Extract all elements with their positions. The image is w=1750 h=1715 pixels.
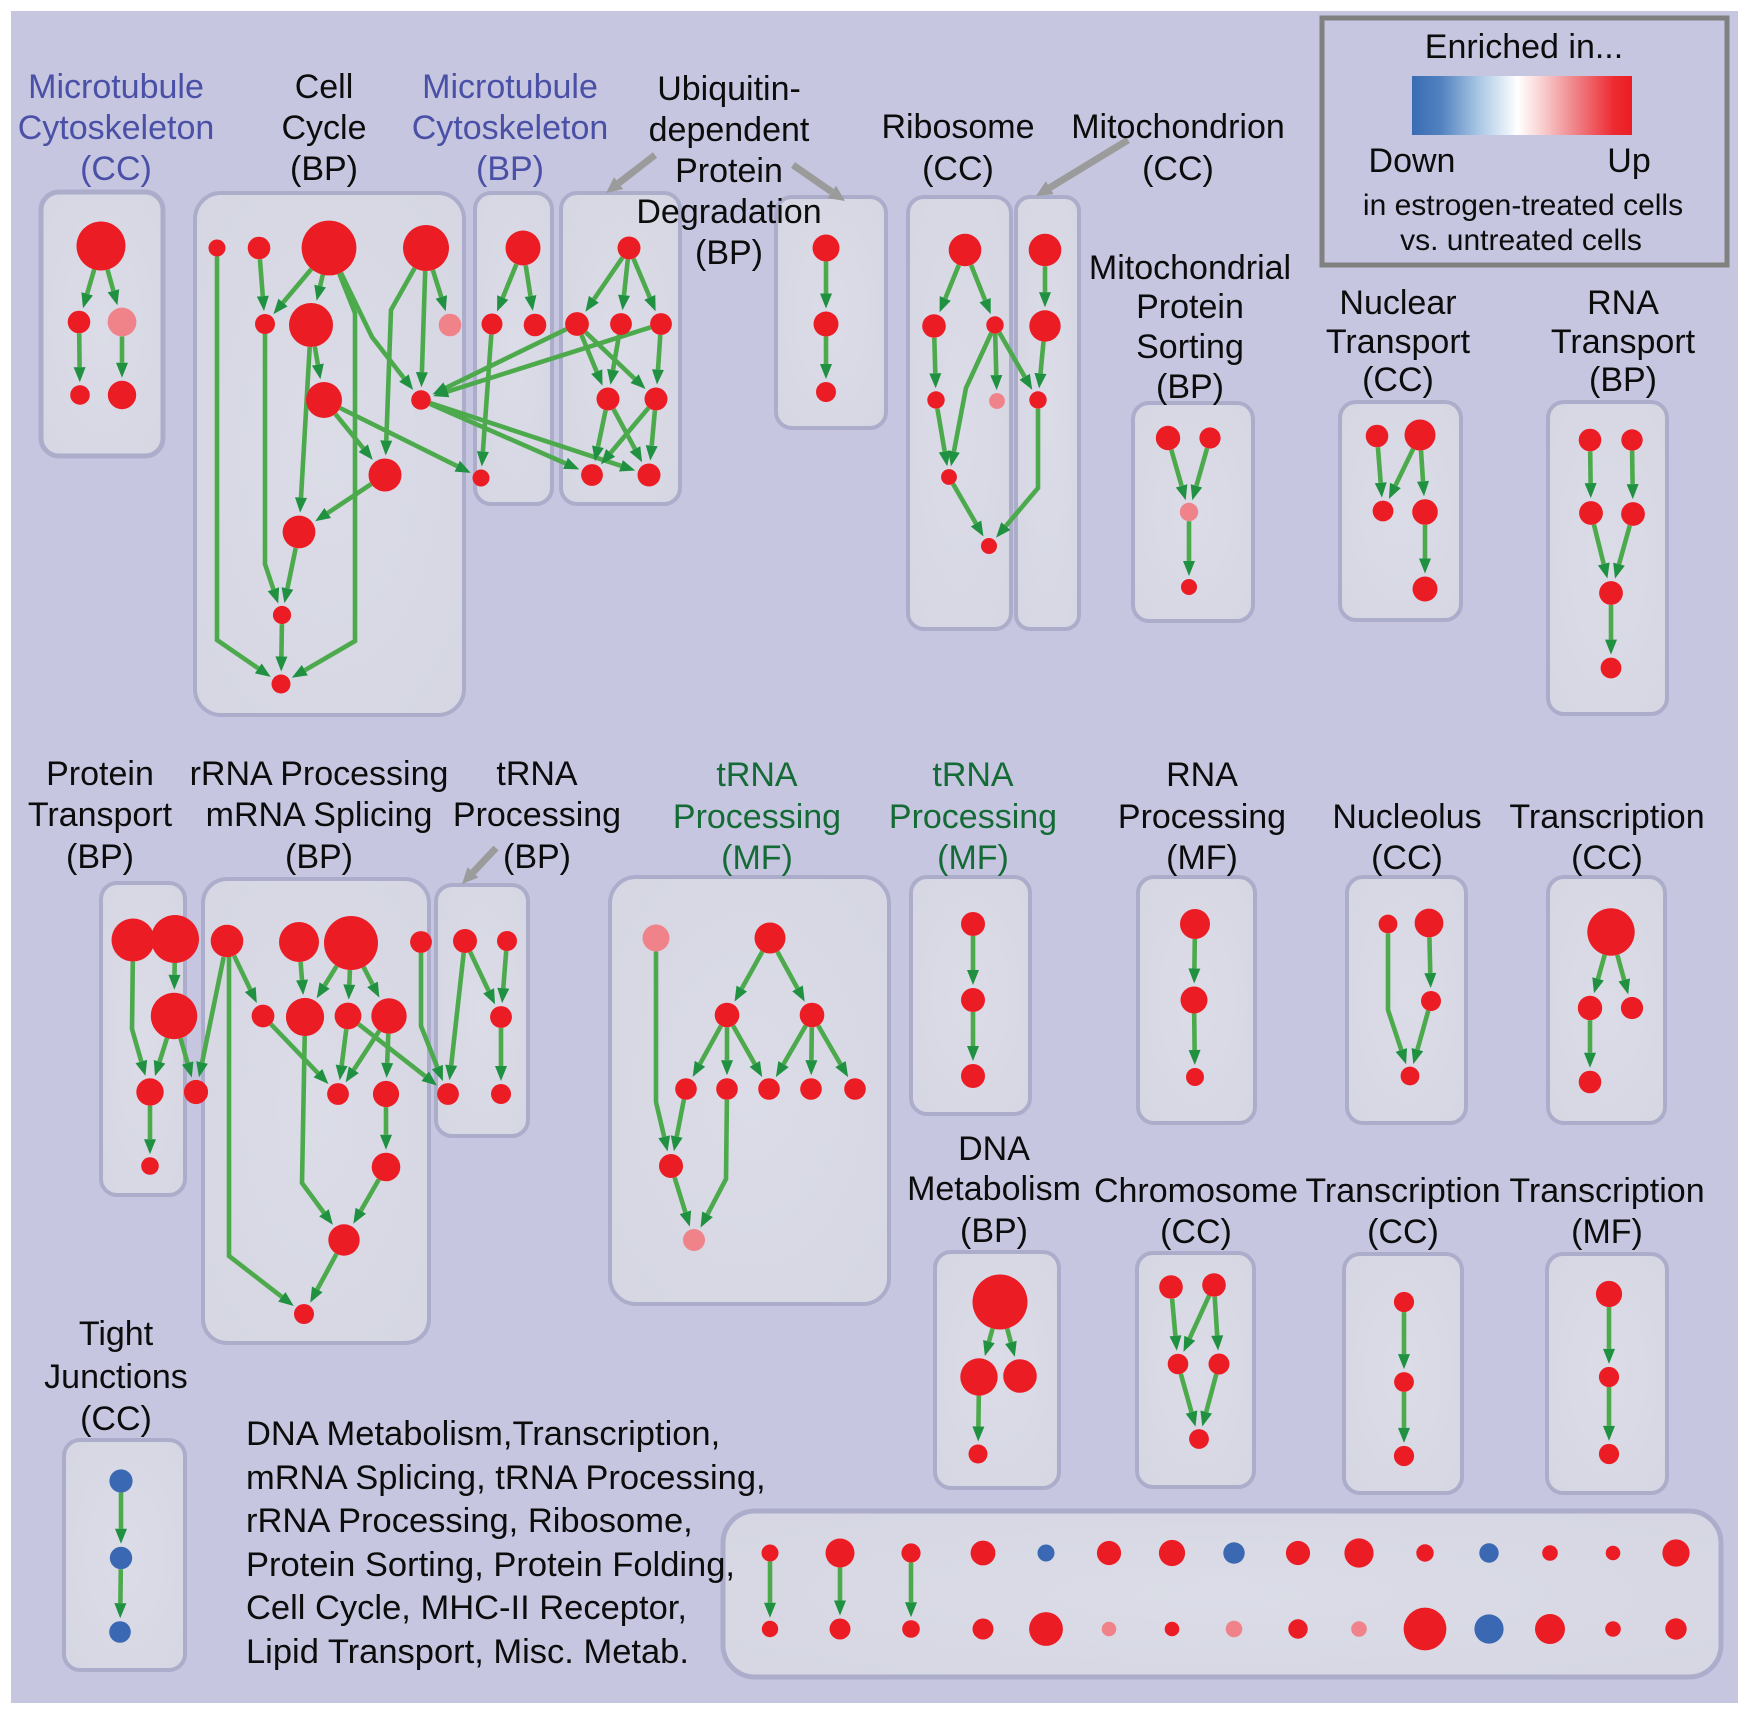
svg-text:(BP): (BP) bbox=[503, 838, 571, 876]
svg-text:Cytoskeleton: Cytoskeleton bbox=[18, 109, 215, 147]
svg-text:Cycle: Cycle bbox=[281, 109, 366, 147]
svg-text:(BP): (BP) bbox=[476, 150, 544, 188]
svg-text:(CC): (CC) bbox=[80, 150, 152, 188]
svg-text:DNA: DNA bbox=[958, 1130, 1030, 1168]
svg-text:Protein Sorting, Protein Foldi: Protein Sorting, Protein Folding, bbox=[246, 1546, 735, 1584]
svg-text:(CC): (CC) bbox=[1160, 1213, 1232, 1251]
svg-text:Microtubule: Microtubule bbox=[422, 68, 598, 106]
svg-text:(BP): (BP) bbox=[290, 150, 358, 188]
svg-text:vs. untreated cells: vs. untreated cells bbox=[1400, 224, 1642, 257]
svg-text:(CC): (CC) bbox=[80, 1400, 152, 1438]
svg-text:Protein: Protein bbox=[675, 152, 783, 190]
svg-text:Sorting: Sorting bbox=[1136, 328, 1244, 366]
svg-text:Protein: Protein bbox=[46, 755, 154, 793]
svg-text:(CC): (CC) bbox=[1142, 150, 1214, 188]
svg-text:Mitochondrion: Mitochondrion bbox=[1071, 108, 1285, 146]
svg-text:Metabolism: Metabolism bbox=[907, 1170, 1081, 1208]
svg-text:(MF): (MF) bbox=[1166, 839, 1238, 877]
svg-text:dependent: dependent bbox=[649, 111, 810, 149]
svg-text:rRNA Processing, Ribosome,: rRNA Processing, Ribosome, bbox=[246, 1502, 693, 1540]
svg-text:(CC): (CC) bbox=[1367, 1213, 1439, 1251]
svg-text:Transport: Transport bbox=[28, 796, 173, 834]
svg-text:(CC): (CC) bbox=[1371, 839, 1443, 877]
svg-text:Processing: Processing bbox=[889, 798, 1057, 836]
svg-text:Transport: Transport bbox=[1551, 323, 1696, 361]
svg-text:(CC): (CC) bbox=[1571, 839, 1643, 877]
svg-text:Chromosome: Chromosome bbox=[1094, 1172, 1298, 1210]
svg-text:Protein: Protein bbox=[1136, 288, 1244, 326]
svg-text:(MF): (MF) bbox=[1571, 1213, 1643, 1251]
svg-text:Processing: Processing bbox=[453, 796, 621, 834]
svg-text:Transcription: Transcription bbox=[1509, 1172, 1704, 1210]
svg-text:Mitochondrial: Mitochondrial bbox=[1089, 249, 1291, 287]
svg-text:Processing: Processing bbox=[1118, 798, 1286, 836]
svg-text:mRNA Splicing, tRNA Processing: mRNA Splicing, tRNA Processing, bbox=[246, 1459, 766, 1497]
svg-text:in estrogen-treated cells: in estrogen-treated cells bbox=[1363, 189, 1683, 222]
svg-text:RNA: RNA bbox=[1587, 284, 1659, 322]
svg-text:Down: Down bbox=[1369, 142, 1456, 180]
svg-text:(BP): (BP) bbox=[1156, 368, 1224, 406]
svg-text:(BP): (BP) bbox=[1589, 361, 1657, 399]
svg-text:Up: Up bbox=[1607, 142, 1650, 180]
svg-text:(BP): (BP) bbox=[66, 838, 134, 876]
svg-text:Transcription: Transcription bbox=[1305, 1172, 1500, 1210]
svg-text:(BP): (BP) bbox=[285, 838, 353, 876]
svg-text:tRNA: tRNA bbox=[716, 756, 798, 794]
svg-text:Ribosome: Ribosome bbox=[881, 108, 1034, 146]
svg-text:tRNA: tRNA bbox=[496, 755, 578, 793]
svg-text:Junctions: Junctions bbox=[44, 1358, 188, 1396]
svg-text:Nuclear: Nuclear bbox=[1339, 284, 1456, 322]
svg-text:Enriched in...: Enriched in... bbox=[1425, 28, 1623, 66]
svg-text:Lipid Transport, Misc. Metab.: Lipid Transport, Misc. Metab. bbox=[246, 1633, 689, 1671]
svg-text:mRNA Splicing: mRNA Splicing bbox=[206, 796, 433, 834]
svg-text:(CC): (CC) bbox=[1362, 361, 1434, 399]
svg-text:Nucleolus: Nucleolus bbox=[1332, 798, 1481, 836]
svg-text:tRNA: tRNA bbox=[932, 756, 1014, 794]
svg-text:(BP): (BP) bbox=[960, 1212, 1028, 1250]
svg-text:rRNA Processing: rRNA Processing bbox=[190, 755, 449, 793]
svg-text:Degradation: Degradation bbox=[636, 193, 821, 231]
svg-text:Cell Cycle, MHC-II Receptor,: Cell Cycle, MHC-II Receptor, bbox=[246, 1589, 687, 1627]
svg-text:(MF): (MF) bbox=[937, 839, 1009, 877]
svg-text:Microtubule: Microtubule bbox=[28, 68, 204, 106]
svg-text:Tight: Tight bbox=[79, 1315, 154, 1353]
svg-text:Ubiquitin-: Ubiquitin- bbox=[657, 70, 801, 108]
svg-text:Transport: Transport bbox=[1326, 323, 1471, 361]
svg-text:(BP): (BP) bbox=[695, 234, 763, 272]
svg-text:RNA: RNA bbox=[1166, 756, 1238, 794]
svg-text:Processing: Processing bbox=[673, 798, 841, 836]
svg-text:Transcription: Transcription bbox=[1509, 798, 1704, 836]
svg-text:(CC): (CC) bbox=[922, 150, 994, 188]
svg-text:Cytoskeleton: Cytoskeleton bbox=[412, 109, 609, 147]
svg-text:Cell: Cell bbox=[295, 68, 354, 106]
svg-text:DNA Metabolism,Transcription,: DNA Metabolism,Transcription, bbox=[246, 1415, 720, 1453]
svg-text:(MF): (MF) bbox=[721, 839, 793, 877]
